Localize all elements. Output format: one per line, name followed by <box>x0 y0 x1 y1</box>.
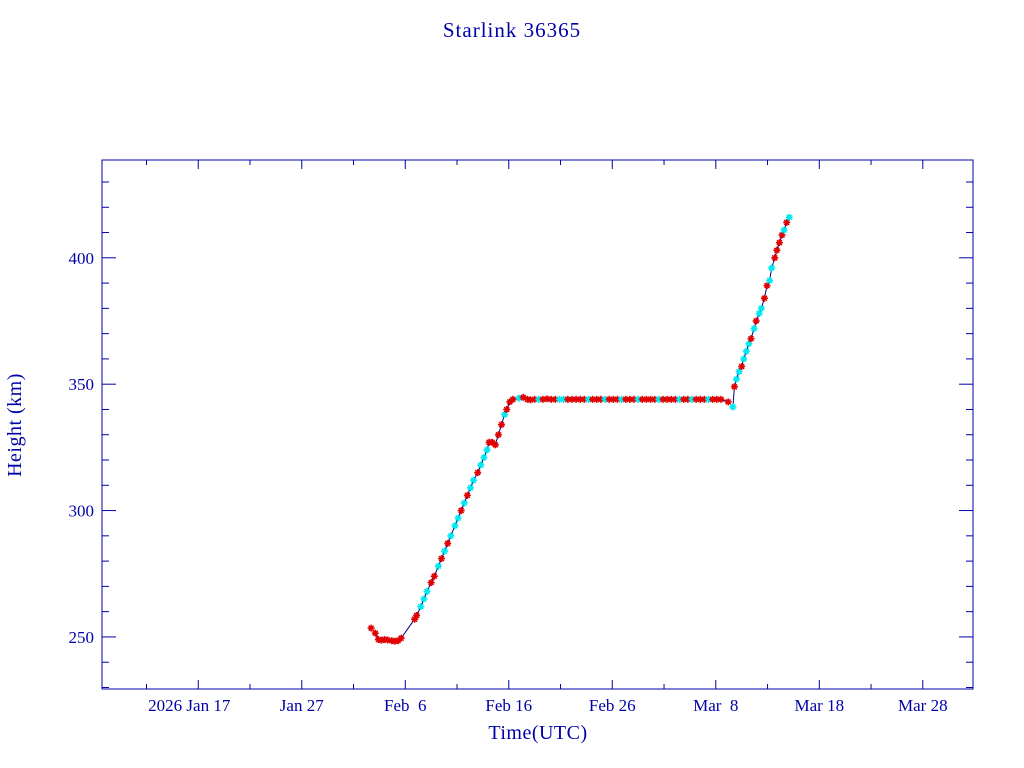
data-point <box>463 491 471 499</box>
data-point <box>466 484 474 492</box>
data-point <box>717 395 725 403</box>
data-point <box>729 403 737 411</box>
data-point <box>491 441 499 449</box>
x-tick-label: 2026 Jan 17 <box>148 696 231 715</box>
data-point <box>509 395 517 403</box>
data-point <box>763 282 771 290</box>
data-point <box>724 398 732 406</box>
x-tick-label: Mar 18 <box>795 696 845 715</box>
data-point <box>768 264 776 272</box>
data-point <box>430 572 438 580</box>
plot-frame <box>101 159 974 690</box>
x-tick-label: Mar 28 <box>898 696 948 715</box>
y-tick-label: 350 <box>69 375 95 394</box>
data-point <box>423 587 431 595</box>
x-tick-label: Feb 26 <box>589 696 636 715</box>
data-point <box>460 499 468 507</box>
y-tick-label: 400 <box>69 249 95 268</box>
data-point <box>747 335 755 343</box>
data-point <box>494 431 502 439</box>
data-point <box>732 375 740 383</box>
data-point <box>444 539 452 547</box>
data-point <box>498 421 506 429</box>
data-point <box>780 226 788 234</box>
data-point <box>752 317 760 325</box>
x-tick-label: Feb 16 <box>485 696 532 715</box>
y-tick-label: 300 <box>69 502 95 521</box>
data-point <box>775 239 783 247</box>
data-point <box>420 595 428 603</box>
data-point <box>742 347 750 355</box>
data-point <box>477 461 485 469</box>
x-tick-label: Feb 6 <box>384 696 427 715</box>
data-point <box>760 294 768 302</box>
data-point <box>457 507 465 515</box>
data-point <box>480 453 488 461</box>
data-point <box>483 446 491 454</box>
data-point <box>454 514 462 522</box>
data-point <box>474 469 482 477</box>
data-point <box>441 547 449 555</box>
data-point <box>773 246 781 254</box>
y-tick-label: 250 <box>69 628 95 647</box>
x-tick-label: Jan 27 <box>280 696 324 715</box>
data-point <box>757 304 765 312</box>
data-point <box>451 522 459 530</box>
data-point <box>447 532 455 540</box>
data-point <box>397 634 405 642</box>
data-point <box>730 383 738 391</box>
x-tick-label: Mar 8 <box>693 696 738 715</box>
data-point <box>437 555 445 563</box>
x-axis-label: Time(UTC) <box>488 722 587 744</box>
data-point <box>434 562 442 570</box>
chart-title: Starlink 36365 <box>443 18 581 42</box>
data-point <box>783 218 791 226</box>
data-point <box>470 476 478 484</box>
data-point <box>735 368 743 376</box>
data-point <box>427 579 435 587</box>
data-point <box>417 603 425 611</box>
data-point <box>413 611 421 619</box>
data-point <box>766 277 774 285</box>
data-point <box>367 624 375 632</box>
data-point <box>738 362 746 370</box>
data-point <box>503 405 511 413</box>
data-point <box>771 254 779 262</box>
data-point <box>750 325 758 333</box>
data-point <box>785 213 793 221</box>
data-point <box>740 355 748 363</box>
y-axis-label: Height (km) <box>4 373 26 477</box>
data-point <box>371 629 379 637</box>
